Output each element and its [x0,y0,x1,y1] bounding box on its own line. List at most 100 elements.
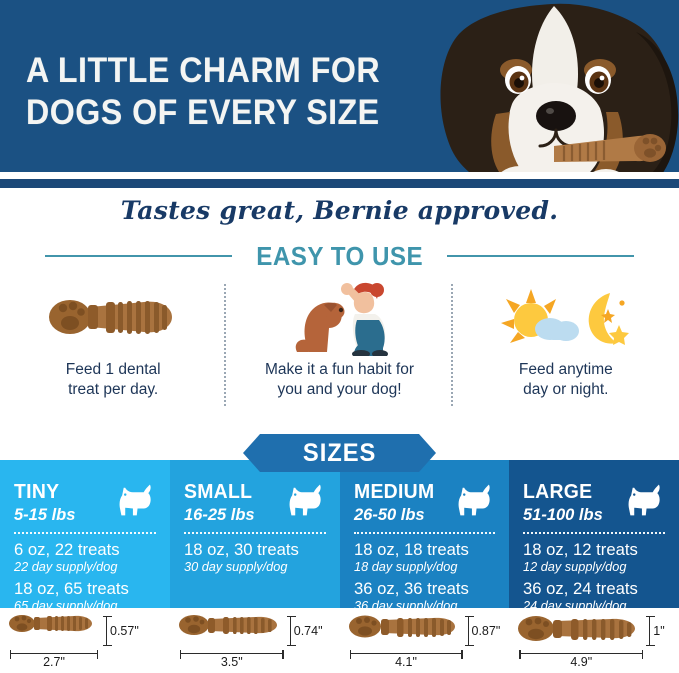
treat-profile-icon [518,616,636,641]
header-divider-white-2 [0,188,679,192]
woman-high-five-dog-icon [279,278,399,356]
page-title-line-2: DOGS OF EVERY SIZE [26,93,380,132]
feature-caption-line-1: Feed anytime [518,361,613,378]
size-items: 18 oz, 18 treats 18 day supply/dog 36 oz… [354,540,496,614]
size-header: LARGE 51-100 lbs [523,482,665,525]
size-header: MEDIUM 26-50 lbs [354,482,496,525]
width-dimension: 4.1" [349,650,463,669]
feature-caption: Feed anytime day or night. [519,360,613,400]
feature-caption-line-2: treat per day. [68,381,159,398]
size-column-tiny: TINY 5-15 lbs 6 oz, 22 treats 22 day sup… [0,460,170,613]
size-item-sub: 12 day supply/dog [523,559,627,574]
width-dimension: 3.5" [179,650,284,669]
size-items: 18 oz, 12 treats 12 day supply/dog 36 oz… [523,540,665,614]
size-item-main: 36 oz, 24 treats [523,579,639,598]
dimension-cell-medium: 0.87" 4.1" [340,608,510,673]
size-name: SMALL [183,481,253,503]
height-line [646,616,656,646]
size-item: 6 oz, 22 treats 22 day supply/dog [14,540,156,575]
size-weight-range: 16-25 lbs [183,505,255,524]
size-items: 18 oz, 30 treats 30 day supply/dog [184,540,326,575]
size-header: TINY 5-15 lbs [14,482,156,525]
size-divider [353,532,496,534]
size-item-main: 18 oz, 30 treats [183,540,299,559]
width-line [519,650,644,659]
height-line [103,616,112,646]
size-name: MEDIUM [353,481,434,503]
size-item-sub: 30 day supply/dog [183,559,288,574]
height-dimension: 0.74" [286,616,323,646]
bernese-mountain-dog-icon [440,3,679,172]
dog-silhouette-icon [628,484,660,516]
size-item-main: 36 oz, 36 treats [353,579,469,598]
size-columns: TINY 5-15 lbs 6 oz, 22 treats 22 day sup… [0,460,679,613]
size-column-medium: MEDIUM 26-50 lbs 18 oz, 18 treats 18 day… [339,460,510,613]
dimension-cell-small: 0.74" 3.5" [170,608,340,673]
size-divider [523,532,665,534]
size-header: SMALL 16-25 lbs [184,482,326,525]
height-line [286,616,296,646]
easy-to-use-heading: EASY TO USE [256,240,423,271]
treat-profile-icon [9,615,92,632]
easy-to-use-heading-row: EASY TO USE [0,240,679,272]
height-line [464,616,474,646]
feature-caption-line-2: you and your dog! [277,381,402,398]
size-item: 18 oz, 18 treats 18 day supply/dog [354,540,496,575]
size-item-sub: 22 day supply/dog [14,559,118,574]
size-item-main: 18 oz, 18 treats [353,540,469,559]
size-weight-range: 26-50 lbs [353,505,425,524]
height-label: 1" [653,624,665,638]
size-name: TINY [14,481,60,503]
heading-rule-left [45,255,232,257]
page-title: A LITTLE CHARM FOR DOGS OF EVERY SIZE [26,50,412,134]
size-item-sub: 18 day supply/dog [353,559,457,574]
header-divider-navy [0,179,679,188]
size-divider [14,532,156,534]
width-line [349,650,463,659]
width-line [179,650,284,659]
dimension-cell-large: 1" 4.9" [509,608,679,673]
feature-caption: Feed 1 dental treat per day. [66,360,161,400]
width-label: 3.5" [220,655,243,669]
width-label: 2.7" [43,655,65,669]
feature-caption-line-1: Feed 1 dental [65,361,161,378]
size-item: 18 oz, 30 treats 30 day supply/dog [184,540,326,575]
size-item: 18 oz, 12 treats 12 day supply/dog [523,540,665,575]
width-label: 4.9" [570,655,593,669]
feature-caption: Make it a fun habit for you and your dog… [265,360,414,400]
size-column-small: SMALL 16-25 lbs 18 oz, 30 treats 30 day … [169,460,340,608]
treat-profile-icon [348,615,455,638]
size-divider [183,532,326,534]
heading-rule-right [447,255,634,257]
width-label: 4.1" [395,655,417,669]
feature-columns: Feed 1 dental treat per day. [0,278,679,418]
feature-divider [450,284,453,406]
size-weight-range: 5-15 lbs [14,505,76,524]
sun-and-moon-icon [498,278,633,356]
size-items: 6 oz, 22 treats 22 day supply/dog 18 oz,… [14,540,156,614]
size-column-large: LARGE 51-100 lbs 18 oz, 12 treats 12 day… [509,460,679,613]
sizes-banner-label: SIZES [302,438,377,467]
dimension-row: 0.57" 2.7" 0.74" 3.5" [0,608,679,673]
size-item-main: 18 oz, 12 treats [523,540,639,559]
height-dimension: 1" [646,616,665,646]
width-dimension: 4.9" [519,650,644,669]
feature-caption-line-2: day or night. [523,381,609,398]
header-divider-white [0,172,679,179]
height-dimension: 0.57" [103,616,139,646]
size-item-main: 6 oz, 22 treats [14,540,120,559]
feature-divider [224,284,227,406]
feature-item-fun-habit: Make it a fun habit for you and your dog… [226,278,453,418]
feature-item-feed-one: Feed 1 dental treat per day. [0,278,227,418]
treat-profile-icon [178,615,277,635]
dimension-cell-tiny: 0.57" 2.7" [0,608,170,673]
dental-treat-icon [48,278,178,356]
dog-silhouette-icon [289,484,321,516]
size-name: LARGE [523,481,593,503]
tagline: Tastes great, Bernie approved. [120,196,559,225]
height-label: 0.87" [471,624,501,638]
page-title-line-1: A LITTLE CHARM FOR [26,51,381,90]
height-dimension: 0.87" [464,616,501,646]
height-label: 0.74" [293,624,323,638]
dog-silhouette-icon [458,484,490,516]
